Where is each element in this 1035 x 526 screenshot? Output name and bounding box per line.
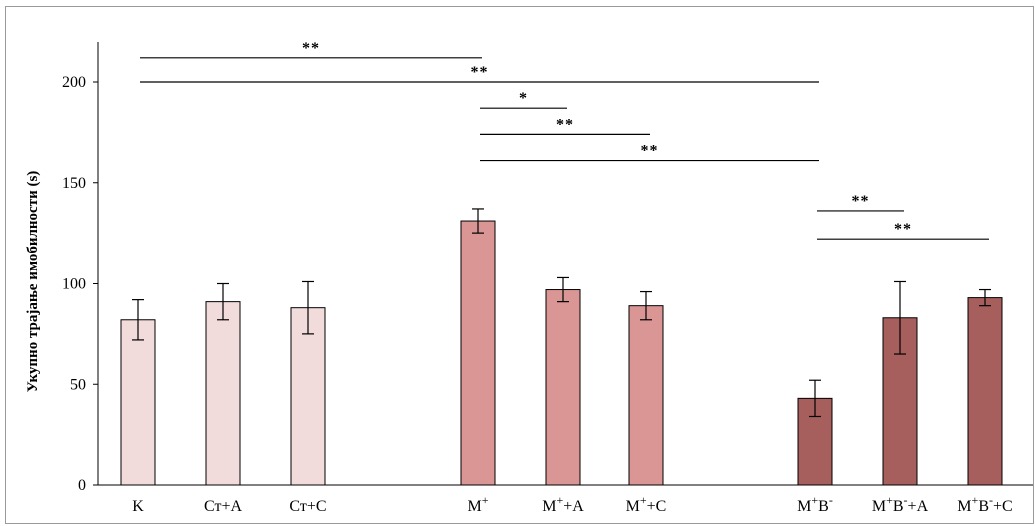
bar [290,307,326,486]
y-tick-label: 200 [62,74,86,91]
y-tick-label: 150 [62,175,86,192]
bar [628,305,664,486]
significance-label: ** [852,193,870,210]
category-label: K [132,498,144,515]
category-label: М+В-+С [957,493,1012,515]
significance-label: ** [641,143,659,160]
error-bars [132,208,991,418]
axes: 0 50 100 150 200 Укупно трајање имобилности (… [25,42,1033,494]
y-tick-label: 100 [62,276,86,293]
y-tick-label: 0 [78,477,86,494]
significance-label: ** [302,40,320,57]
bar [460,220,496,486]
significance-label: ** [894,221,912,238]
category-label: Ст+А [204,498,242,515]
category-label: М+ [467,493,488,515]
bar [120,319,156,486]
chart-frame: 0 50 100 150 200 Укупно трајање имобилности (… [5,6,1034,524]
category-label: М+В-+А [872,493,929,515]
significance-label: * [519,90,528,107]
bar [545,289,581,486]
category-label: М+В- [797,493,833,515]
significance-label: ** [556,116,574,133]
y-axis-title: Укупно трајање имобилности (s) [25,171,41,393]
category-label: М++А [542,493,584,515]
category-label: М++С [626,493,667,515]
bars [120,220,1003,486]
y-tick-label: 50 [70,376,86,393]
bar [205,301,241,486]
significance-label: ** [471,64,489,81]
bar-chart: 0 50 100 150 200 Укупно трајање имобилности (… [25,40,1033,515]
significance-brackets: ************* [140,40,989,240]
bar [967,297,1003,486]
category-label: Ст+С [289,498,326,515]
category-labels: K Ст+А Ст+С М+ М++А М++С М+В- М+В-+А М+В-+С [132,493,1012,515]
